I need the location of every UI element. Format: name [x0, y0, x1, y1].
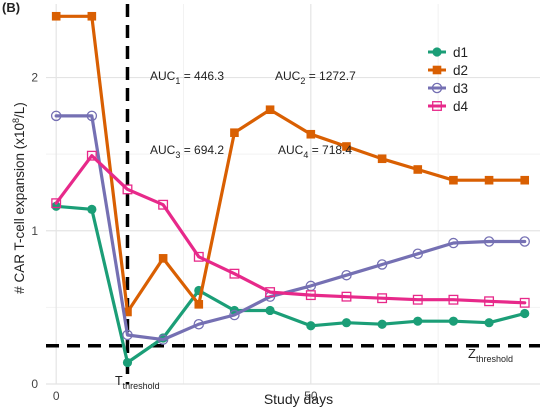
data-point-d1 — [87, 204, 97, 214]
data-point-d1 — [341, 318, 352, 328]
auc2-label: AUC2 = 1272.7 — [275, 69, 356, 86]
data-point-d2 — [484, 175, 494, 185]
series-d3 — [50, 110, 530, 345]
data-point-d2 — [413, 165, 423, 174]
data-point-d3 — [448, 237, 459, 249]
data-point-d2 — [194, 300, 204, 309]
data-point-d3 — [341, 269, 352, 281]
data-point-d4 — [412, 294, 423, 305]
data-point-d1 — [265, 305, 275, 316]
data-point-d2 — [520, 175, 530, 185]
z-threshold-label: Zthreshold — [468, 346, 513, 364]
data-point-d2 — [449, 175, 458, 185]
data-point-d2 — [87, 11, 97, 21]
auc1-label: AUC1 = 446.3 — [150, 69, 224, 86]
data-point-d3 — [50, 110, 62, 122]
legend: d1 d2 d3 d4 — [428, 45, 469, 114]
data-point-d4 — [519, 297, 530, 308]
data-point-d4 — [341, 291, 352, 302]
data-point-d4 — [193, 251, 204, 262]
data-point-d4 — [158, 199, 169, 210]
legend-label: d2 — [453, 63, 468, 78]
legend-label: d4 — [453, 99, 469, 114]
data-point-d3 — [86, 110, 98, 122]
data-point-d4 — [122, 184, 133, 195]
data-point-d3 — [412, 248, 424, 260]
data-point-d1 — [484, 318, 494, 328]
data-point-d3 — [519, 236, 530, 247]
legend-label: d3 — [453, 81, 468, 96]
data-point-d4 — [86, 150, 97, 161]
data-point-d4 — [51, 198, 62, 209]
data-point-d1 — [448, 316, 459, 326]
data-point-d4 — [448, 294, 459, 305]
data-point-d2 — [377, 154, 387, 164]
data-point-d3 — [122, 329, 133, 341]
data-point-d4 — [305, 290, 316, 301]
legend-item-d4: d4 — [428, 99, 469, 114]
data-point-d4 — [377, 293, 388, 304]
legend-item-d3: d3 — [428, 81, 468, 96]
data-point-d1 — [122, 357, 133, 368]
series-line-d3 — [54, 114, 527, 342]
legend-item-d1: d1 — [428, 45, 468, 60]
data-point-d2 — [306, 129, 316, 139]
auc4-label: AUC4 = 718.4 — [278, 143, 352, 160]
x-tick-label: 0 — [53, 389, 60, 403]
legend-swatch-marker — [431, 82, 443, 94]
data-point-d2 — [342, 142, 351, 151]
data-point-d3 — [193, 318, 205, 330]
data-point-d2 — [123, 307, 132, 317]
legend-swatch-marker — [432, 47, 442, 57]
data-point-d3 — [157, 334, 169, 345]
legend-swatch-marker — [432, 65, 442, 75]
panel-label: (B) — [2, 0, 21, 15]
data-point-d1 — [413, 316, 423, 326]
data-point-d2 — [230, 128, 239, 138]
data-point-d1 — [51, 201, 61, 211]
data-point-d3 — [229, 309, 240, 321]
data-point-d4 — [484, 296, 495, 307]
data-point-d1 — [520, 308, 530, 319]
y-axis-title: # CAR T-cell expansion (x108/L) — [11, 102, 27, 294]
auc3-label: AUC3 = 694.2 — [150, 143, 224, 160]
annotations-layer: AUC1 = 446.3 AUC2 = 1272.7 AUC3 = 694.2 AUC… — [115, 69, 513, 391]
data-point-d4 — [229, 268, 240, 279]
x-tick-label: 50 — [304, 389, 318, 403]
data-point-d1 — [306, 321, 316, 331]
y-tick-label: 2 — [31, 71, 38, 85]
data-point-d1 — [377, 319, 387, 329]
legend-item-d2: d2 — [428, 63, 468, 78]
data-point-d3 — [376, 259, 388, 270]
y-tick-label: 0 — [31, 377, 38, 391]
series-layer — [50, 11, 530, 368]
legend-swatch-marker — [432, 101, 442, 111]
data-point-d2 — [158, 254, 168, 263]
data-point-d4 — [265, 287, 276, 298]
series-d2 — [51, 11, 530, 317]
y-tick-label: 1 — [31, 224, 38, 238]
data-point-d2 — [51, 11, 61, 21]
series-d4 — [51, 150, 530, 308]
x-axis-title: Study days — [264, 391, 333, 407]
data-point-d2 — [265, 105, 275, 115]
t-threshold-label: Tthreshold — [115, 374, 160, 391]
series-line-d4 — [54, 154, 527, 305]
series-line-d1 — [54, 204, 527, 365]
legend-label: d1 — [453, 45, 468, 60]
data-point-d3 — [483, 236, 495, 247]
series-line-d2 — [54, 14, 527, 314]
